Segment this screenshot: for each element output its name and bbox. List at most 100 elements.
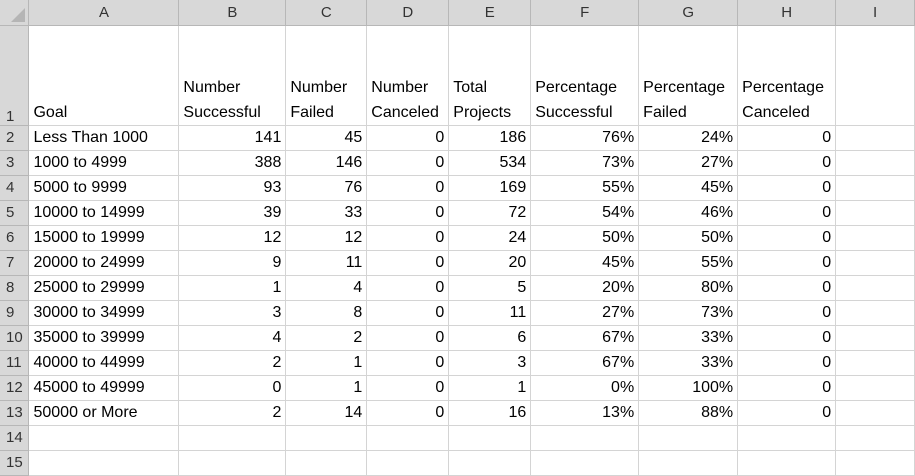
value-cell[interactable]: 0 (178, 375, 287, 401)
value-cell[interactable]: 54% (530, 200, 640, 226)
column-title-cell[interactable]: Number Successful (178, 25, 287, 126)
value-cell[interactable]: 33% (638, 350, 739, 376)
value-cell[interactable] (638, 425, 739, 451)
goal-cell[interactable]: 30000 to 34999 (28, 300, 180, 326)
value-cell[interactable] (178, 450, 287, 476)
value-cell[interactable] (835, 325, 915, 351)
value-cell[interactable]: 45% (638, 175, 739, 201)
column-title-cell[interactable] (835, 25, 915, 126)
value-cell[interactable]: 0 (366, 400, 450, 426)
value-cell[interactable]: 33 (285, 200, 368, 226)
column-title-cell[interactable]: Goal (28, 25, 180, 126)
value-cell[interactable] (737, 450, 837, 476)
value-cell[interactable]: 146 (285, 150, 368, 176)
value-cell[interactable]: 24 (448, 225, 532, 251)
value-cell[interactable]: 1 (285, 350, 368, 376)
value-cell[interactable]: 141 (178, 125, 287, 151)
value-cell[interactable]: 0 (737, 350, 837, 376)
value-cell[interactable]: 0 (737, 175, 837, 201)
value-cell[interactable]: 4 (285, 275, 368, 301)
value-cell[interactable]: 1 (178, 275, 287, 301)
value-cell[interactable]: 8 (285, 300, 368, 326)
column-header-h[interactable]: H (737, 0, 837, 26)
value-cell[interactable]: 0 (366, 150, 450, 176)
value-cell[interactable]: 0 (737, 275, 837, 301)
value-cell[interactable] (448, 450, 532, 476)
value-cell[interactable]: 0 (366, 275, 450, 301)
value-cell[interactable]: 45 (285, 125, 368, 151)
goal-cell[interactable] (28, 450, 180, 476)
value-cell[interactable]: 0 (737, 400, 837, 426)
value-cell[interactable]: 1 (285, 375, 368, 401)
value-cell[interactable] (835, 275, 915, 301)
column-title-cell[interactable]: Percentage Canceled (737, 25, 837, 126)
value-cell[interactable]: 76% (530, 125, 640, 151)
row-header[interactable]: 11 (0, 350, 30, 376)
row-header[interactable]: 4 (0, 175, 30, 201)
value-cell[interactable]: 67% (530, 325, 640, 351)
value-cell[interactable]: 3 (448, 350, 532, 376)
column-title-cell[interactable]: Percentage Failed (638, 25, 739, 126)
value-cell[interactable]: 2 (285, 325, 368, 351)
goal-cell[interactable]: 25000 to 29999 (28, 275, 180, 301)
value-cell[interactable]: 72 (448, 200, 532, 226)
value-cell[interactable] (737, 425, 837, 451)
row-header[interactable]: 5 (0, 200, 30, 226)
goal-cell[interactable]: 15000 to 19999 (28, 225, 180, 251)
value-cell[interactable]: 6 (448, 325, 532, 351)
value-cell[interactable]: 4 (178, 325, 287, 351)
value-cell[interactable]: 0 (737, 300, 837, 326)
value-cell[interactable]: 0 (737, 200, 837, 226)
row-header[interactable]: 15 (0, 450, 30, 476)
value-cell[interactable]: 0 (366, 250, 450, 276)
value-cell[interactable]: 20 (448, 250, 532, 276)
value-cell[interactable]: 39 (178, 200, 287, 226)
value-cell[interactable]: 169 (448, 175, 532, 201)
value-cell[interactable]: 3 (178, 300, 287, 326)
value-cell[interactable] (835, 350, 915, 376)
goal-cell[interactable]: 5000 to 9999 (28, 175, 180, 201)
row-header[interactable]: 10 (0, 325, 30, 351)
value-cell[interactable] (835, 200, 915, 226)
goal-cell[interactable] (28, 425, 180, 451)
value-cell[interactable]: 0 (366, 225, 450, 251)
goal-cell[interactable]: 1000 to 4999 (28, 150, 180, 176)
column-header-g[interactable]: G (638, 0, 739, 26)
value-cell[interactable]: 186 (448, 125, 532, 151)
value-cell[interactable] (448, 425, 532, 451)
value-cell[interactable]: 45% (530, 250, 640, 276)
value-cell[interactable]: 0 (366, 325, 450, 351)
value-cell[interactable] (835, 250, 915, 276)
value-cell[interactable] (366, 450, 450, 476)
value-cell[interactable] (835, 300, 915, 326)
column-header-e[interactable]: E (448, 0, 532, 26)
value-cell[interactable] (530, 425, 640, 451)
value-cell[interactable]: 0 (366, 125, 450, 151)
value-cell[interactable]: 534 (448, 150, 532, 176)
goal-cell[interactable]: 45000 to 49999 (28, 375, 180, 401)
value-cell[interactable] (178, 425, 287, 451)
row-header[interactable]: 7 (0, 250, 30, 276)
column-header-i[interactable]: I (835, 0, 915, 26)
value-cell[interactable]: 5 (448, 275, 532, 301)
value-cell[interactable]: 73% (638, 300, 739, 326)
value-cell[interactable]: 11 (448, 300, 532, 326)
column-header-c[interactable]: C (285, 0, 368, 26)
value-cell[interactable] (366, 425, 450, 451)
value-cell[interactable]: 0 (366, 175, 450, 201)
column-header-d[interactable]: D (366, 0, 450, 26)
column-title-cell[interactable]: Number Failed (285, 25, 368, 126)
value-cell[interactable] (285, 450, 368, 476)
value-cell[interactable]: 2 (178, 400, 287, 426)
value-cell[interactable]: 0 (737, 150, 837, 176)
value-cell[interactable] (835, 375, 915, 401)
goal-cell[interactable]: 40000 to 44999 (28, 350, 180, 376)
row-header[interactable]: 6 (0, 225, 30, 251)
value-cell[interactable]: 33% (638, 325, 739, 351)
value-cell[interactable]: 0 (366, 200, 450, 226)
value-cell[interactable]: 0 (366, 350, 450, 376)
value-cell[interactable]: 24% (638, 125, 739, 151)
goal-cell[interactable]: 10000 to 14999 (28, 200, 180, 226)
column-header-a[interactable]: A (28, 0, 180, 26)
goal-cell[interactable]: 35000 to 39999 (28, 325, 180, 351)
